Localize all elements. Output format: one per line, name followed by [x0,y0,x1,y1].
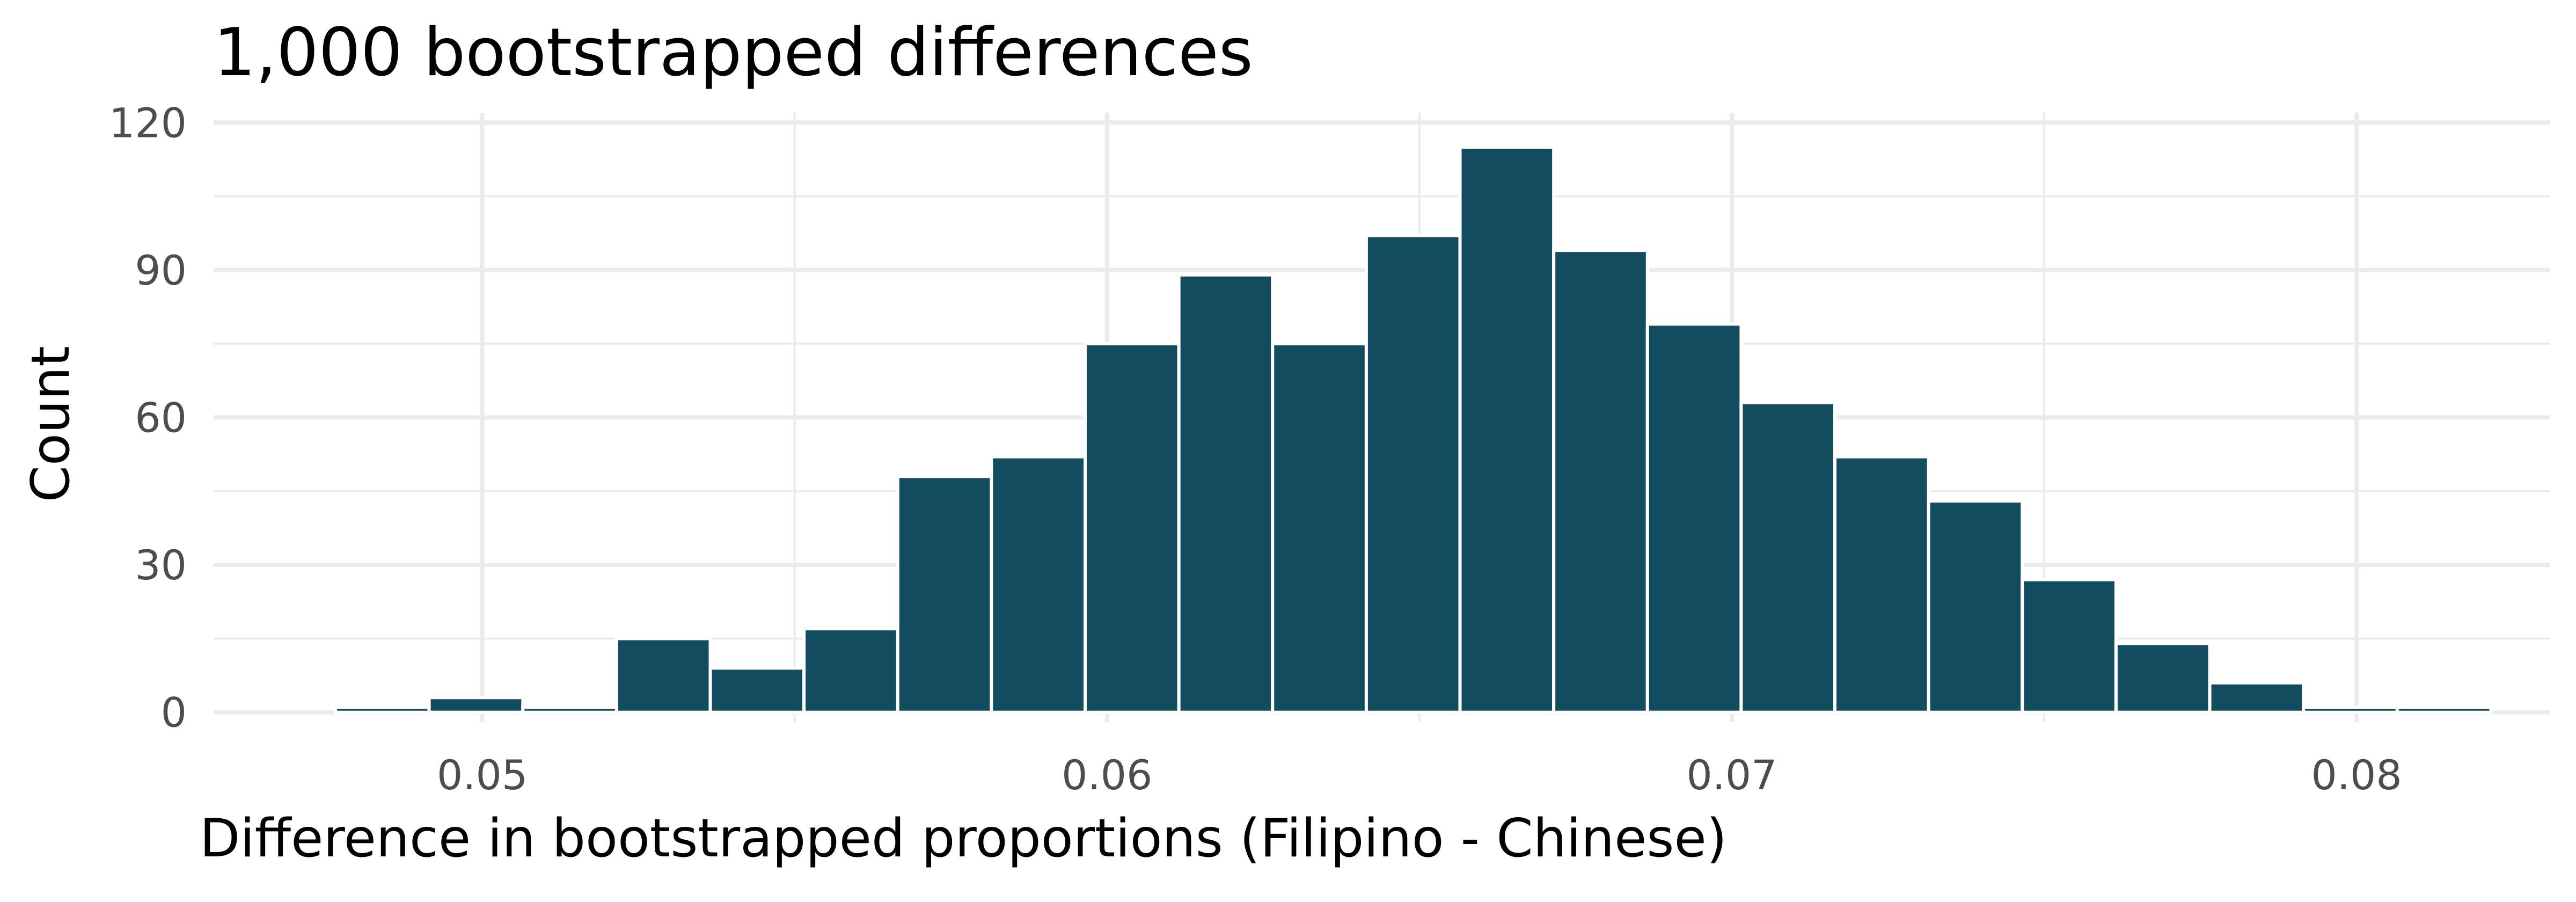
histogram-bar [1084,342,1181,714]
histogram-bar [708,666,806,714]
histogram-bar [1458,146,1556,714]
histogram-bar [1927,499,2024,714]
histogram-bar [334,705,431,714]
histogram-bar [2395,705,2493,714]
x-axis-title: Difference in bootstrapped proportions (… [200,808,1727,869]
x-tick-label: 0.08 [2311,751,2402,799]
histogram-bar [2208,681,2306,714]
histogram-bar [1645,322,1743,714]
histogram-bar [1739,401,1837,714]
histogram-bar [521,705,618,714]
histogram-bar [427,696,525,714]
histogram-bar [1833,455,1930,714]
histogram-bar [1177,273,1275,714]
histogram-bar [1271,342,1368,714]
y-tick-label: 60 [135,394,187,442]
histogram-bar [1552,249,1649,714]
histogram-bar [802,627,899,714]
x-tick-label: 0.06 [1062,751,1152,799]
y-axis-title: Count [20,346,82,502]
histogram-bar [990,455,1087,714]
x-tick-label: 0.05 [437,751,528,799]
y-axis-tick-labels: 0 30 60 90 120 [109,99,187,736]
y-tick-label: 90 [135,246,187,294]
y-tick-label: 30 [135,541,187,589]
histogram-bar [896,475,993,714]
histogram-bar [1364,234,1462,714]
x-axis-tick-labels: 0.05 0.06 0.07 0.08 [437,751,2402,799]
y-tick-label: 120 [109,99,187,147]
x-tick-label: 0.07 [1686,751,1777,799]
histogram-bar [2302,705,2399,714]
chart-title: 1,000 bootstrapped differences [214,14,1253,91]
histogram-bar [614,637,712,714]
histogram-bar [2114,642,2212,714]
y-tick-label: 0 [161,689,187,737]
histogram-bar [2021,578,2118,714]
histogram-bars [334,146,2493,714]
